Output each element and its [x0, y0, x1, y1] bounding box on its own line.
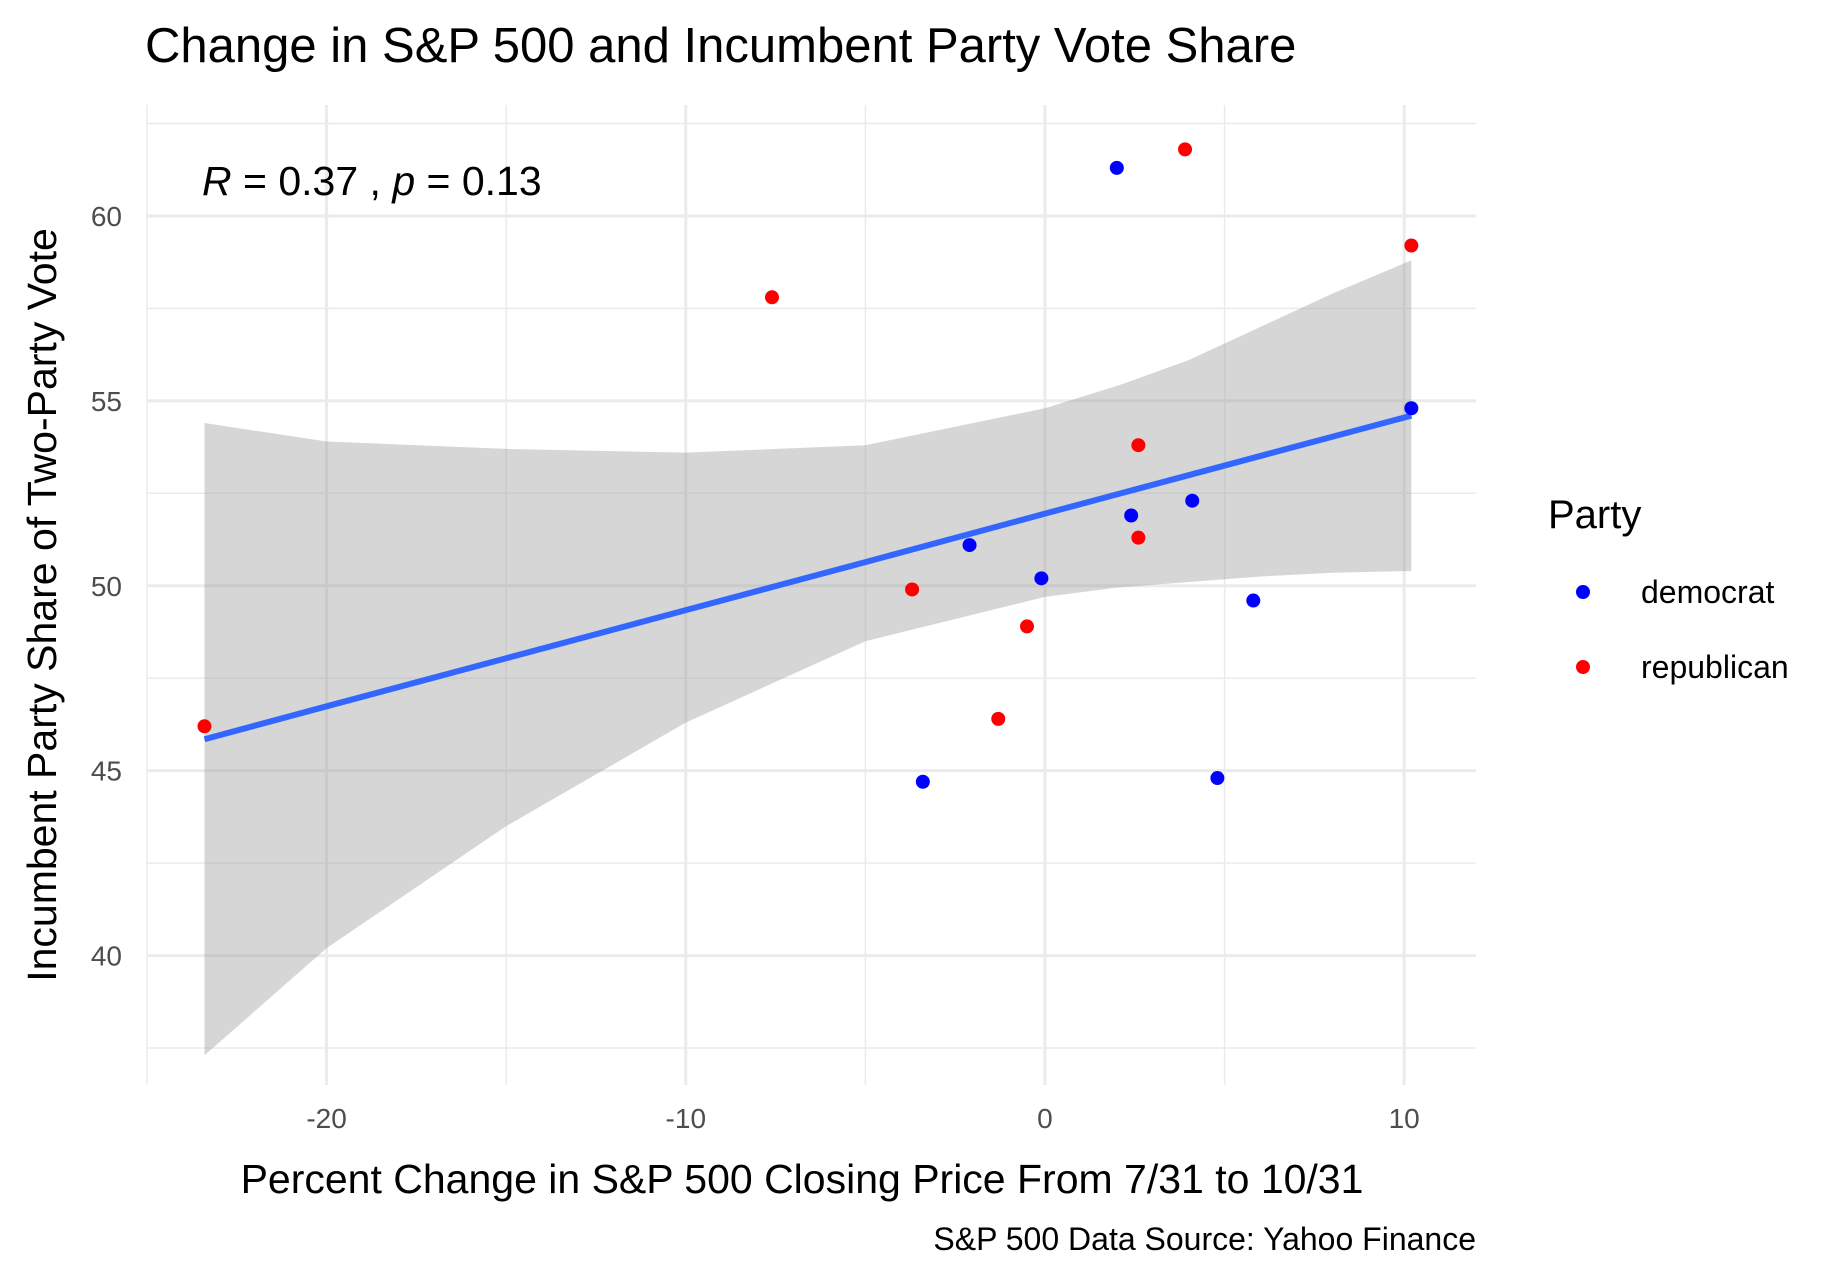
point-republican [197, 719, 212, 734]
y-axis-label: Incumbent Party Share of Two-Party Vote [19, 228, 65, 982]
legend-label: republican [1641, 649, 1789, 685]
x-tick-label: -10 [666, 1103, 706, 1134]
legend-item-democrat: democrat [1576, 574, 1775, 610]
point-democrat [1034, 571, 1049, 586]
point-democrat [1210, 771, 1225, 786]
y-tick-label: 60 [91, 201, 122, 232]
correlation-annotation: R = 0.37 , p = 0.13 [202, 158, 542, 204]
point-democrat [1185, 493, 1200, 508]
point-republican [991, 711, 1006, 726]
trend-line [203, 412, 1413, 743]
point-democrat [962, 538, 977, 553]
point-democrat [1124, 508, 1139, 523]
point-republican [1131, 438, 1146, 453]
y-axis-ticks: 40 45 50 55 60 [91, 201, 122, 972]
legend-title: Party [1548, 493, 1641, 537]
confidence-band-area [204, 260, 1412, 1056]
point-republican [1131, 530, 1146, 545]
x-axis-label: Percent Change in S&P 500 Closing Price … [241, 1156, 1364, 1202]
point-democrat [1109, 160, 1124, 175]
point-republican [764, 290, 779, 305]
confidence-band [204, 260, 1412, 1056]
legend-label: democrat [1641, 574, 1775, 610]
point-republican [1404, 238, 1419, 253]
legend: Party democrat republican [1548, 493, 1789, 685]
y-tick-label: 45 [91, 756, 122, 787]
point-republican [905, 582, 920, 597]
point-democrat [1246, 593, 1261, 608]
y-tick-label: 50 [91, 571, 122, 602]
x-tick-label: -20 [306, 1103, 346, 1134]
chart-title: Change in S&P 500 and Incumbent Party Vo… [145, 19, 1296, 73]
x-axis-ticks: -20 -10 0 10 [306, 1103, 1419, 1134]
point-republican [1178, 142, 1193, 157]
trend-line-path [203, 412, 1413, 743]
y-tick-label: 55 [91, 386, 122, 417]
p-value: = 0.13 [415, 158, 542, 204]
p-symbol: p [390, 158, 415, 204]
legend-key-republican [1576, 660, 1590, 674]
legend-key-democrat [1576, 585, 1590, 599]
r-symbol: R [202, 158, 232, 204]
r-value: = 0.37 , [232, 158, 393, 204]
point-democrat [915, 774, 930, 789]
point-democrat [1404, 401, 1419, 416]
grid [146, 105, 1476, 1085]
caption: S&P 500 Data Source: Yahoo Finance [933, 1221, 1476, 1257]
point-republican [1020, 619, 1035, 634]
x-tick-label: 10 [1389, 1103, 1420, 1134]
legend-item-republican: republican [1576, 649, 1789, 685]
y-tick-label: 40 [91, 941, 122, 972]
data-points [197, 142, 1419, 789]
x-tick-label: 0 [1037, 1103, 1053, 1134]
